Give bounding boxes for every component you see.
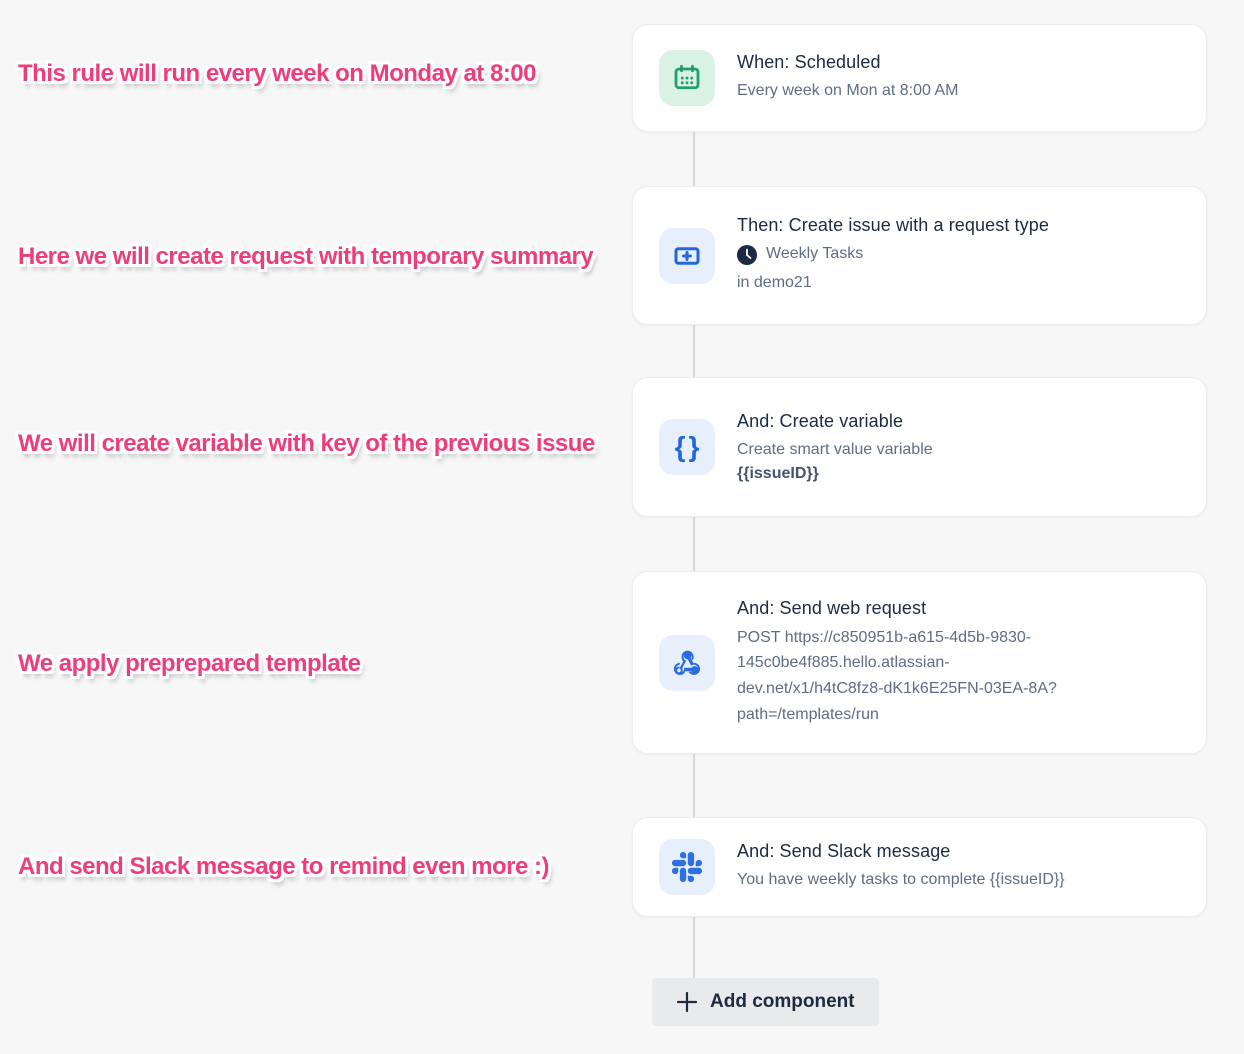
card-subtitle: Create smart value variable xyxy=(737,441,933,459)
annotation-create-variable: We will create variable with key of the … xyxy=(18,430,595,457)
clock-icon xyxy=(737,244,757,265)
calendar-icon xyxy=(659,50,715,106)
slack-icon xyxy=(659,839,715,895)
web-request-url: POST https://c850951b-a615-4d5b-9830- 14… xyxy=(737,628,1057,723)
action-card-send-slack-message[interactable]: And: Send Slack message You have weekly … xyxy=(632,817,1207,917)
card-title: And: Create variable xyxy=(737,411,904,432)
action-card-create-issue[interactable]: Then: Create issue with a request type W… xyxy=(632,186,1207,325)
card-title: And: Send web request xyxy=(737,597,927,618)
annotation-apply-template: We apply preprepared template xyxy=(18,650,361,677)
action-card-create-variable[interactable]: {} And: Create variable Create smart val… xyxy=(632,377,1207,517)
card-title: And: Send Slack message xyxy=(737,841,951,862)
annotation-schedule: This rule will run every week on Monday … xyxy=(18,60,537,87)
project-context: in demo21 xyxy=(737,274,812,291)
plus-icon xyxy=(676,991,698,1013)
annotation-create-request: Here we will create request with tempora… xyxy=(18,243,594,270)
card-title: Then: Create issue with a request type xyxy=(737,215,1049,236)
flow-connector-line xyxy=(693,78,695,978)
annotation-slack-message: And send Slack message to remind even mo… xyxy=(18,853,550,880)
request-type-label: Weekly Tasks xyxy=(766,245,864,263)
card-subtitle: Every week on Mon at 8:00 AM xyxy=(737,82,959,100)
action-card-send-web-request[interactable]: And: Send web request POST https://c8509… xyxy=(632,571,1207,754)
create-issue-icon xyxy=(659,227,715,284)
card-subtitle: You have weekly tasks to complete {{issu… xyxy=(737,871,1065,889)
smart-value-variable: {{issueID}} xyxy=(737,464,819,482)
webhook-icon xyxy=(659,634,715,691)
trigger-card-scheduled[interactable]: When: Scheduled Every week on Mon at 8:0… xyxy=(632,24,1207,132)
braces-glyph: {} xyxy=(674,431,703,462)
add-component-button[interactable]: Add component xyxy=(652,978,879,1026)
braces-icon: {} xyxy=(659,419,715,475)
add-component-label: Add component xyxy=(710,991,855,1012)
card-title: When: Scheduled xyxy=(737,52,881,73)
